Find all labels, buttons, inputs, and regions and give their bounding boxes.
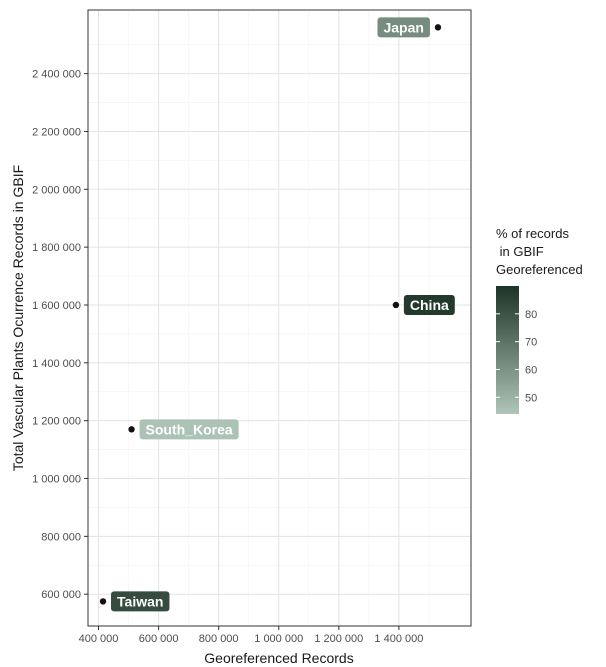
y-axis-title: Total Vascular Plants Ocurrence Records … [10,165,26,471]
grid [88,10,471,626]
y-tick-label: 600 000 [41,589,81,601]
y-tick-label: 1 600 000 [32,300,81,312]
legend-tick-label: 80 [525,309,537,321]
point-label-box [403,294,455,315]
legend-tick-label: 50 [525,392,537,404]
point-label-box [111,591,170,612]
x-axis-title: Georeferenced Records [204,650,353,666]
x-tick-label: 1 200 000 [314,633,363,645]
point-label-text: Japan [383,19,423,35]
data-point [99,598,107,605]
y-tick-label: 1 400 000 [32,358,81,370]
y-tick-label: 1 000 000 [32,474,81,486]
point-labels: Japan China South_Korea Taiwan [111,17,455,612]
x-tick-label: 1 400 000 [374,633,423,645]
point-label-text: China [410,297,449,313]
point-label-text: South_Korea [146,421,233,437]
y-tick-label: 800 000 [41,531,81,543]
x-axis-ticks: 400 000 600 000 800 000 1 000 000 1 200 000 1… [79,626,423,645]
point-label: Taiwan [111,591,170,612]
point-label-text: Taiwan [117,593,163,609]
x-tick-label: 1 000 000 [254,633,303,645]
point-label: Japan [377,17,430,38]
point-label: South_Korea [139,419,239,440]
data-point [392,301,400,309]
data-points [99,24,442,605]
color-legend: % of records in GBIF Georeferenced 50 60 7… [496,226,583,414]
y-tick-label: 2 400 000 [32,69,81,81]
legend-colorbar [496,286,519,414]
point-label-box [377,17,430,38]
legend-tick-label: 60 [525,364,537,376]
data-point [128,426,135,433]
legend-tick-label: 70 [525,337,537,349]
point-label-box [139,419,239,440]
x-tick-label: 400 000 [79,633,119,645]
y-tick-label: 1 800 000 [32,242,81,254]
legend-title-line-3: Georeferenced [496,262,583,277]
x-tick-label: 600 000 [139,633,179,645]
y-tick-label: 2 000 000 [32,184,81,196]
y-axis-ticks: 600 000 800 000 1 000 000 1 200 000 1 400 00… [32,69,88,601]
y-tick-label: 1 200 000 [32,416,81,428]
panel-background [88,10,471,626]
legend-title-line-2: in GBIF [496,244,544,259]
point-label: China [403,294,455,315]
legend-title-line-1: % of records [496,226,569,241]
panel-border [87,9,472,627]
y-tick-label: 2 200 000 [32,126,81,138]
x-tick-label: 800 000 [199,633,239,645]
legend-ticks: 50 60 70 80 [496,309,537,404]
data-point [434,24,442,31]
